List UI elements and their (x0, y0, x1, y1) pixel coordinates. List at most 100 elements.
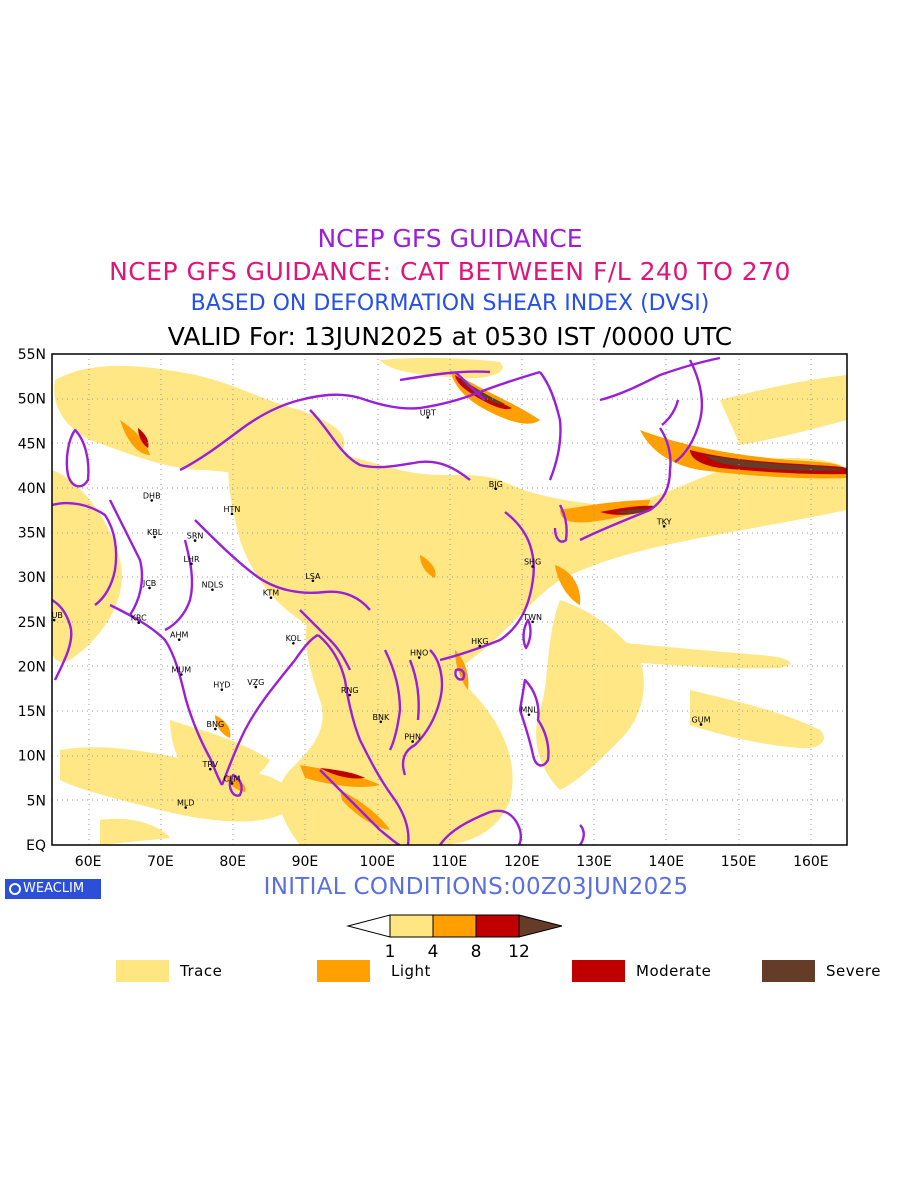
station-label: DUB (45, 611, 63, 620)
copyright-icon (9, 883, 21, 895)
initial-conditions: INITIAL CONDITIONS:00Z03JUN2025 (263, 874, 689, 900)
station-label: KBL (147, 528, 163, 537)
station-marker (292, 641, 295, 645)
station-marker (230, 782, 234, 785)
lon-label: 90E (292, 854, 319, 870)
station-marker (177, 638, 181, 641)
lat-label: 30N (18, 570, 46, 586)
colorbar-upper-arrow (518, 914, 563, 938)
title-line-1: NCEP GFS GUIDANCE (317, 224, 583, 253)
weaclim-logo: WEACLIM (5, 879, 101, 899)
station-label: BNG (207, 720, 225, 729)
station-marker (531, 565, 534, 568)
lat-label: 40N (18, 481, 46, 497)
station-marker (180, 673, 183, 676)
colorbar-light-segment (432, 914, 477, 938)
lat-label: 35N (18, 526, 46, 542)
station-label: KOL (286, 634, 302, 643)
colorbar-tick-4: 4 (428, 942, 439, 960)
logo-text: WEACLIM (23, 881, 85, 896)
station-marker (411, 740, 414, 743)
lat-lon-grid (52, 354, 847, 845)
station-marker (478, 644, 482, 648)
legend-light-label: Light (391, 962, 431, 980)
lat-label: 5N (27, 793, 46, 809)
lat-label: 50N (18, 392, 46, 408)
turbulence-field: UBT BJG TKY DHB HTN KBL SRN LHR SHG LSA JCB NDLS KTM… (45, 354, 847, 845)
lon-label: 60E (75, 854, 102, 870)
station-label: BNK (372, 713, 389, 722)
station-label: DHB (143, 491, 161, 500)
lat-label: EQ (26, 838, 46, 854)
legend-trace-label: Trace (180, 962, 223, 980)
lat-label: 55N (18, 347, 46, 363)
station-marker (190, 562, 193, 566)
station-marker (211, 588, 214, 591)
turbulence-map: UBT BJG TKY DHB HTN KBL SRN LHR SHG LSA JCB NDLS KTM… (18, 347, 848, 870)
station-label: CLM (223, 774, 240, 783)
station-label: KRC (131, 614, 147, 623)
legend-severe-swatch (762, 960, 815, 982)
station-marker (214, 727, 217, 731)
legend-trace-swatch (116, 960, 169, 982)
colorbar-moderate-segment (475, 914, 520, 938)
lon-label: 110E (432, 854, 468, 870)
lon-label: 150E (721, 854, 757, 870)
lat-label: 15N (18, 704, 46, 720)
station-marker (662, 524, 666, 528)
lat-label: 45N (18, 436, 46, 452)
station-marker (311, 579, 315, 583)
station-marker (417, 656, 421, 659)
station-label: SRN (187, 532, 204, 541)
station-labels: UBT BJG TKY DHB HTN KBL SRN LHR SHG LSA JCB NDLS KTM… (45, 408, 711, 809)
legend-moderate-label: Moderate (636, 962, 712, 980)
station-label: HYD (213, 681, 230, 690)
station-label: RNG (341, 686, 359, 695)
station-marker (208, 767, 212, 771)
station-label: NDLS (202, 581, 224, 590)
legend-light-swatch (317, 960, 370, 982)
colorbar-trace-segment (389, 914, 434, 938)
station-marker (52, 618, 56, 622)
station-label: MNL (520, 706, 538, 715)
legend-moderate-swatch (572, 960, 625, 982)
lat-label: 25N (18, 615, 46, 631)
lon-label: 70E (147, 854, 174, 870)
lon-label: 140E (649, 854, 685, 870)
station-label: UBT (420, 408, 436, 417)
lat-label: 20N (18, 659, 46, 675)
station-label: TKY (656, 517, 672, 526)
station-label: HTN (224, 505, 241, 514)
station-marker (230, 512, 234, 516)
colorbar: 1 4 8 12 (346, 914, 563, 960)
station-label: PHN (404, 732, 421, 741)
title-line-3: BASED ON DEFORMATION SHEAR INDEX (DVSI) (190, 291, 710, 316)
title-line-2: NCEP GFS GUIDANCE: CAT BETWEEN F/L 240 T… (109, 257, 791, 286)
colorbar-tick-1: 1 (385, 942, 396, 960)
station-label: MLD (177, 799, 195, 808)
station-marker (348, 693, 352, 697)
lon-label: 120E (504, 854, 540, 870)
valid-time-title: VALID For: 13JUN2025 at 0530 IST /0000 U… (167, 322, 733, 351)
station-marker (153, 535, 156, 539)
station-label: HNO (410, 649, 428, 658)
legend-severe-label: Severe (826, 962, 881, 980)
station-label: SHG (524, 557, 541, 566)
lon-label: 100E (359, 854, 395, 870)
station-marker (699, 723, 703, 726)
lon-label: 130E (576, 854, 612, 870)
station-label: GUM (692, 715, 711, 724)
colorbar-tick-8: 8 (471, 942, 482, 960)
station-marker (379, 720, 383, 724)
station-marker (254, 685, 258, 689)
station-marker (527, 713, 531, 716)
latitude-axis: 55N 50N 45N 40N 35N 30N 25N 20N 15N 10N 5N EQ (18, 347, 46, 854)
station-marker (220, 688, 224, 691)
longitude-axis: 60E 70E 80E 90E 100E 110E 120E 130E 140E 150E 160E (75, 854, 829, 870)
station-label: MUM (172, 665, 192, 674)
station-marker (426, 416, 430, 419)
station-label: BJG (489, 480, 503, 489)
lon-label: 80E (219, 854, 246, 870)
station-marker (150, 499, 154, 502)
station-label: HKG (471, 637, 488, 646)
